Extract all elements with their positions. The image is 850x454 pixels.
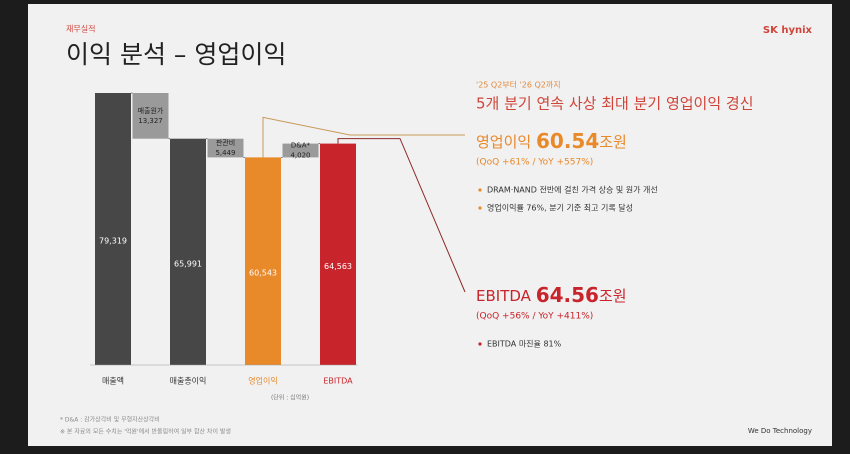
value-label: 5,449 (215, 149, 235, 157)
category-label: 매출원가 (138, 106, 164, 115)
category-label: EBITDA (323, 377, 353, 386)
ebitda-leader (337, 138, 466, 293)
ebitda-unit: 조원 (599, 287, 627, 305)
headline: 5개 분기 연속 사상 최대 분기 영업이익 경신 (476, 95, 754, 113)
ebitda-callout: EBITDA 64.56조원 (476, 283, 627, 307)
footnote: ※ 본 자료의 모든 수치는 '억원'에서 반올림하여 일부 합산 차이 발생 (60, 428, 231, 436)
value-label: 79,319 (99, 237, 127, 246)
bar (245, 157, 281, 365)
ebitda-amount: 64.56 (536, 283, 599, 307)
tagline: We Do Technology (748, 427, 812, 435)
unit: (단위 : 십억원) (271, 394, 309, 402)
bar (95, 93, 131, 365)
value-label: 13,327 (138, 117, 163, 125)
bar (170, 138, 206, 365)
category-label: 매출총이익 (170, 376, 207, 386)
category-label: 매출액 (102, 376, 124, 386)
op-callout: 영업이익 60.54조원 (476, 129, 627, 153)
bullet: DRAM·NAND 전반에 걸친 가격 상승 및 원가 개선 (487, 185, 658, 195)
ebitda-label: EBITDA (476, 287, 532, 305)
bullet-dot (478, 342, 482, 346)
bar (282, 143, 319, 158)
bullet: 영업이익률 76%, 분기 기준 최고 기록 달성 (487, 203, 633, 213)
category-label: 영업이익 (248, 376, 277, 386)
bullet: EBITDA 마진율 81% (487, 339, 562, 349)
op-amount: 60.54 (536, 129, 599, 153)
slide-bg (28, 4, 832, 446)
period: '25 Q2부터 '26 Q2까지 (476, 81, 561, 90)
value-label: 4,020 (290, 151, 310, 159)
bar (132, 93, 169, 139)
category-label: D&A* (291, 141, 311, 149)
category-label: 판관비 (216, 138, 235, 147)
op-label: 영업이익 (476, 133, 531, 151)
title: 이익 분석 – 영업이익 (66, 40, 286, 69)
bullet-dot (478, 188, 482, 192)
bar (207, 138, 244, 158)
bullet-dot (478, 206, 482, 210)
ebitda-change: (QoQ +56% / YoY +411%) (476, 312, 593, 322)
footnote: * D&A : 감가상각비 및 무형자산상각비 (60, 416, 160, 424)
op-unit: 조원 (599, 133, 627, 151)
logo: SK hynix (763, 25, 813, 36)
op-change: (QoQ +61% / YoY +557%) (476, 158, 593, 168)
bar (320, 143, 356, 365)
section: 재무실적 (66, 24, 95, 34)
value-label: 64,563 (324, 262, 352, 271)
value-label: 60,543 (249, 269, 277, 278)
value-label: 65,991 (174, 259, 202, 268)
op-leader (262, 116, 465, 158)
